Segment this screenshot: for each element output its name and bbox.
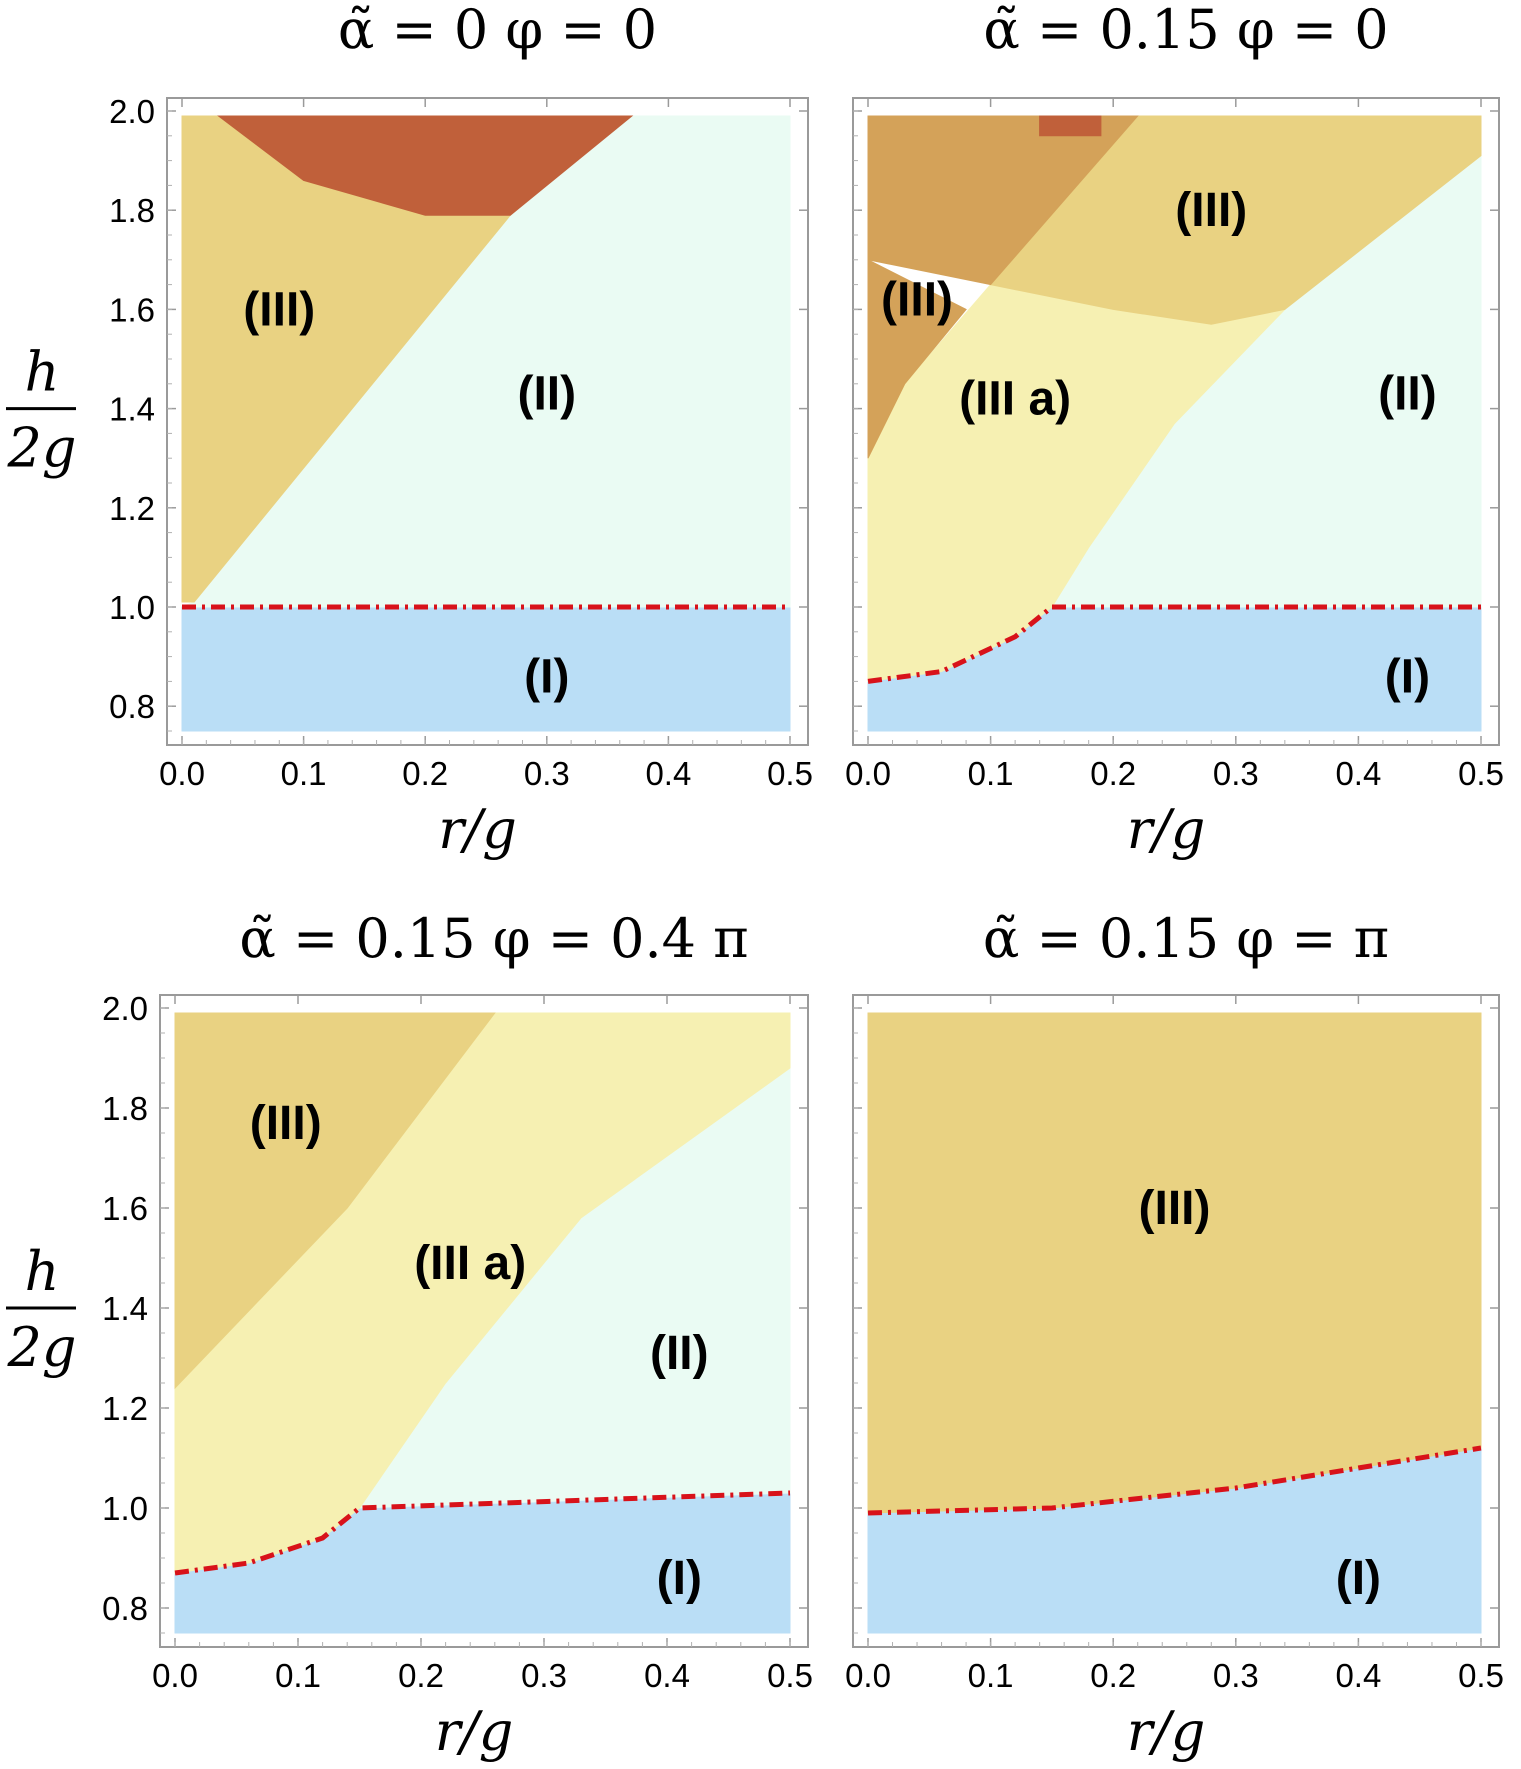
y-tick-label: 1.0 [109, 589, 155, 626]
y-tick-label: 1.8 [102, 1090, 148, 1127]
x-tick-label: 0.3 [521, 1657, 567, 1694]
x-tick-label: 0.5 [767, 755, 813, 792]
x-tick-label: 0.3 [1213, 1657, 1259, 1694]
x-tick-label: 0.0 [159, 755, 205, 792]
region-fill-6 [1039, 115, 1102, 137]
region-fill-3 [217, 115, 634, 216]
y-tick-label: 1.4 [109, 391, 155, 428]
x-tick-label: 0.3 [524, 755, 570, 792]
y-tick-label: 1.6 [102, 1190, 148, 1227]
panel-title: α̃ = 0.15 φ = 0.4 π [239, 907, 748, 970]
x-tick-label: 0.3 [1213, 755, 1259, 792]
plot-frame [852, 97, 1500, 746]
panel-title: α̃ = 0.15 φ = 0 [983, 0, 1388, 61]
x-tick-label: 0.4 [644, 1657, 690, 1694]
region-label: (III) [1175, 184, 1247, 237]
region-label: (II) [517, 368, 576, 421]
x-tick-label: 0.5 [1458, 755, 1504, 792]
y-axis-label-numerator: h [25, 1240, 60, 1303]
region-i [181, 606, 791, 732]
y-tick-label: 0.8 [109, 688, 155, 725]
region-label: (I) [1385, 650, 1430, 703]
y-axis-label-denominator: 2g [7, 417, 77, 480]
x-axis-label: r/g [438, 798, 517, 861]
region-iii [989, 115, 1482, 325]
y-tick-label: 0.8 [102, 1590, 148, 1627]
panel-4: 0.0 0.1 0.2 0.3 0.4 0.5 (I) (III) α̃ = 0.15 φ = … [845, 907, 1504, 1763]
panel-title: α̃ = 0 φ = 0 [338, 0, 657, 61]
region-label: (I) [1336, 1552, 1381, 1605]
region-label: (III) [243, 283, 315, 336]
region-label: (II) [1378, 368, 1437, 421]
x-tick-label: 0.0 [845, 755, 891, 792]
region-label: (III a) [414, 1237, 526, 1290]
x-tick-label: 0.2 [398, 1657, 444, 1694]
y-tick-label: 2.0 [102, 990, 148, 1027]
plot-frame [166, 97, 809, 746]
region-label: (III a) [959, 373, 1071, 426]
x-tick-label: 0.1 [968, 755, 1014, 792]
x-tick-label: 0.1 [275, 1657, 321, 1694]
x-tick-label: 0.1 [968, 1657, 1014, 1694]
y-axis-label-numerator: h [25, 341, 60, 404]
x-axis-label: r/g [435, 1700, 514, 1763]
y-tick-label: 1.8 [109, 192, 155, 229]
x-tick-label: 0.5 [1458, 1657, 1504, 1694]
x-tick-label: 0.2 [1090, 1657, 1136, 1694]
y-axis-label-denominator: 2g [7, 1316, 77, 1379]
x-tick-label: 0.0 [152, 1657, 198, 1694]
panel-3: 0.0 0.1 0.2 0.3 0.4 0.5 0.8 1.0 1.2 1.4 1.6 1.8 2.0 (… [6, 907, 813, 1763]
x-tick-label: 0.0 [845, 1657, 891, 1694]
panel-title: α̃ = 0.15 φ = π [983, 907, 1389, 970]
plot-frame [159, 994, 809, 1648]
x-tick-label: 0.4 [645, 755, 691, 792]
x-axis-label: r/g [1127, 1700, 1206, 1763]
x-tick-label: 0.1 [281, 755, 327, 792]
x-tick-label: 0.2 [1090, 755, 1136, 792]
x-tick-label: 0.5 [767, 1657, 813, 1694]
region-label: (I) [657, 1552, 702, 1605]
plot-frame [852, 994, 1500, 1648]
y-tick-label: 1.0 [102, 1490, 148, 1527]
phase-boundary-line [867, 604, 1481, 684]
phase-boundary-line [174, 1490, 791, 1576]
y-tick-label: 1.2 [109, 490, 155, 527]
panel-2: 0.0 0.1 0.2 0.3 0.4 0.5(I)(II)(III a)(III)(II… [845, 0, 1504, 861]
region-label: (II) [650, 1327, 709, 1380]
x-tick-label: 0.2 [402, 755, 448, 792]
x-tick-label: 0.4 [1335, 1657, 1381, 1694]
panel-1: 0.0 0.1 0.2 0.3 0.4 0.5 0.8 1.0 1.2 1.4 1.6 1.8 2.0 (… [6, 0, 813, 861]
region-label: (III) [1139, 1182, 1211, 1235]
region-label: (III) [250, 1097, 322, 1150]
x-tick-label: 0.4 [1335, 755, 1381, 792]
phase-boundary-line [867, 1445, 1482, 1516]
region-iii [174, 1012, 496, 1390]
y-tick-label: 1.2 [102, 1390, 148, 1427]
region-iii [867, 1012, 1482, 1514]
region-label: (I) [524, 650, 569, 703]
y-tick-label: 1.6 [109, 291, 155, 328]
y-tick-label: 2.0 [109, 93, 155, 130]
region-iii [867, 258, 967, 459]
region-label: (III) [881, 273, 953, 326]
y-tick-label: 1.4 [102, 1290, 148, 1327]
x-axis-label: r/g [1127, 798, 1206, 861]
